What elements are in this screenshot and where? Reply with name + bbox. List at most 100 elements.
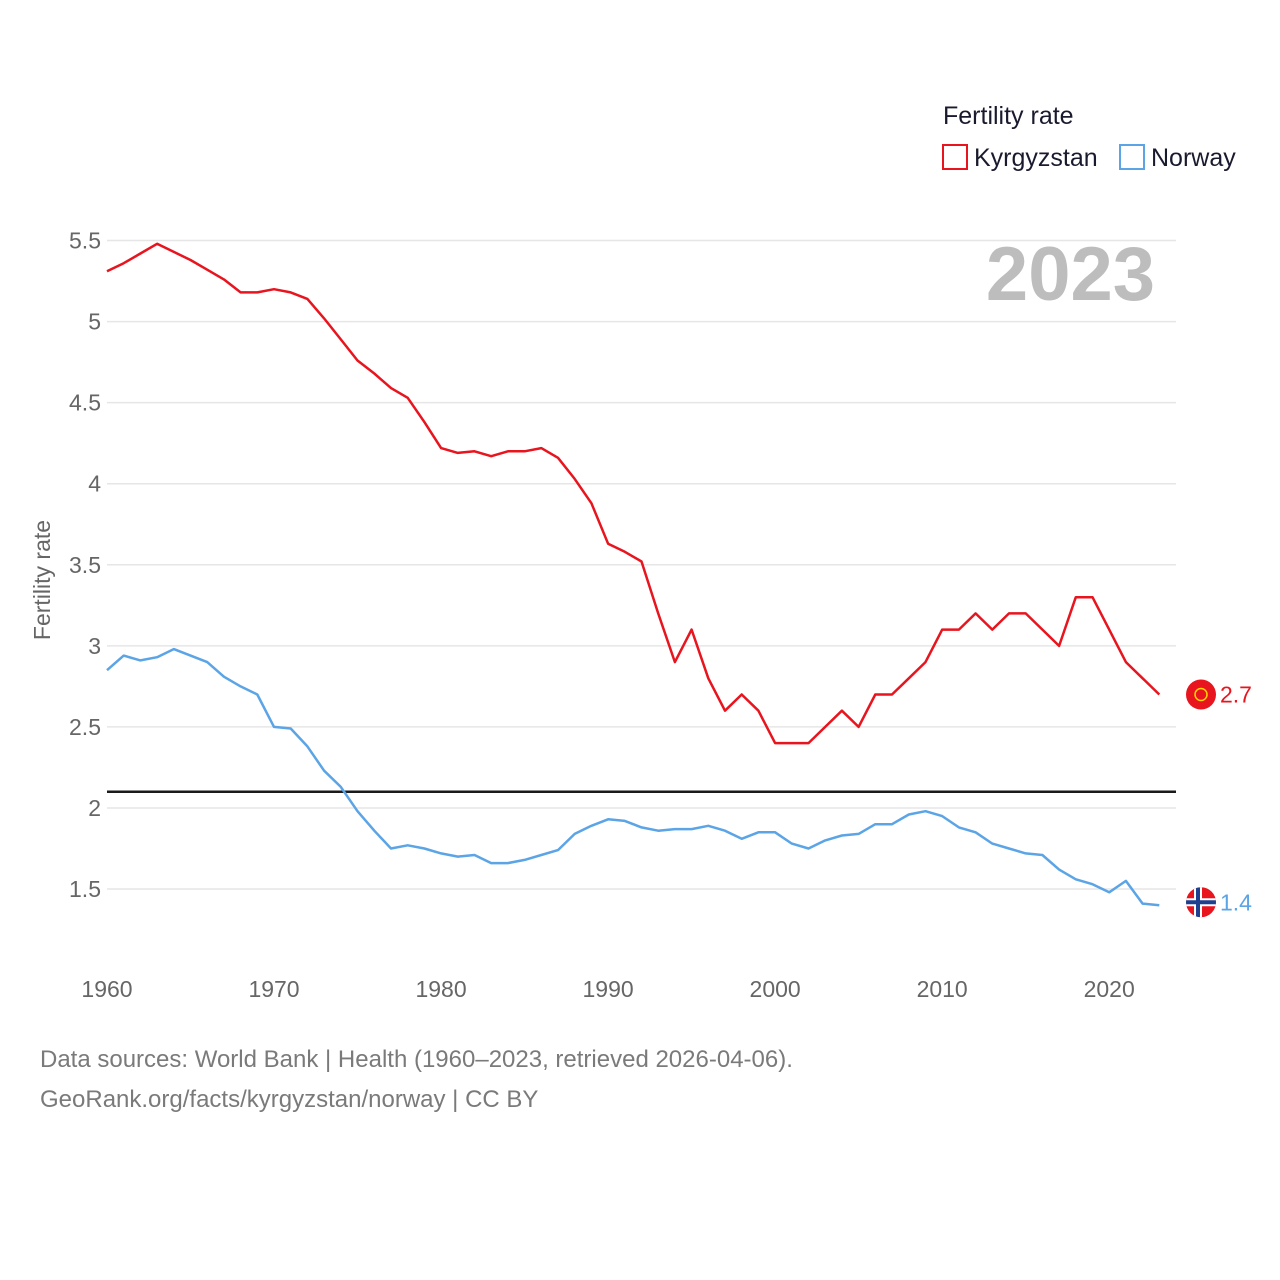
data-point-kyrgyzstan bbox=[739, 692, 744, 697]
data-point-norway bbox=[622, 818, 627, 823]
data-point-norway bbox=[572, 831, 577, 836]
attribution-link[interactable]: GeoRank.org/facts/kyrgyzstan/norway | CC… bbox=[40, 1086, 539, 1113]
data-point-norway bbox=[1123, 878, 1128, 883]
end-marker-norway: 1.4 bbox=[1186, 887, 1252, 918]
data-point-norway bbox=[706, 823, 711, 828]
data-point-kyrgyzstan bbox=[572, 476, 577, 481]
data-point-norway bbox=[1006, 846, 1011, 851]
x-tick-label: 1960 bbox=[81, 976, 132, 1002]
data-point-norway bbox=[689, 827, 694, 832]
data-point-norway bbox=[990, 841, 995, 846]
data-point-kyrgyzstan bbox=[539, 446, 544, 451]
data-point-norway bbox=[773, 830, 778, 835]
data-point-kyrgyzstan bbox=[923, 660, 928, 665]
data-point-kyrgyzstan bbox=[906, 676, 911, 681]
data-point-norway bbox=[756, 830, 761, 835]
data-point-norway bbox=[856, 831, 861, 836]
data-point-norway bbox=[121, 653, 126, 658]
x-tick-label: 2020 bbox=[1084, 976, 1135, 1002]
data-point-norway bbox=[188, 653, 193, 658]
y-tick-label: 4 bbox=[88, 471, 101, 497]
data-point-norway bbox=[639, 825, 644, 830]
data-point-norway bbox=[155, 655, 160, 660]
data-point-kyrgyzstan bbox=[656, 611, 661, 616]
end-marker-kyrgyzstan: 2.7 bbox=[1186, 679, 1252, 710]
data-point-norway bbox=[873, 822, 878, 827]
y-tick-label: 1.5 bbox=[69, 876, 101, 902]
source-footer: Data sources: World Bank | Health (1960–… bbox=[40, 1040, 793, 1120]
series-line-norway bbox=[106, 647, 1160, 907]
data-point-kyrgyzstan bbox=[138, 251, 143, 256]
data-point-kyrgyzstan bbox=[856, 724, 861, 729]
data-point-norway bbox=[489, 861, 494, 866]
data-point-norway bbox=[923, 809, 928, 814]
data-point-norway bbox=[1090, 882, 1095, 887]
legend-title: Fertility rate bbox=[943, 102, 1074, 130]
data-point-norway bbox=[338, 784, 343, 789]
data-point-norway bbox=[171, 647, 176, 652]
data-point-kyrgyzstan bbox=[973, 611, 978, 616]
data-point-kyrgyzstan bbox=[606, 541, 611, 546]
y-tick-label: 4.5 bbox=[69, 390, 101, 416]
data-point-norway bbox=[672, 827, 677, 832]
data-point-kyrgyzstan bbox=[789, 741, 794, 746]
data-point-kyrgyzstan bbox=[221, 277, 226, 282]
y-tick-label: 2 bbox=[88, 795, 101, 821]
data-point-kyrgyzstan bbox=[723, 708, 728, 713]
data-point-kyrgyzstan bbox=[773, 741, 778, 746]
data-point-kyrgyzstan bbox=[272, 287, 277, 292]
line-chart: Fertility rate Kyrgyzstan Norway 2023 Fe… bbox=[29, 102, 1252, 1002]
data-point-kyrgyzstan bbox=[171, 249, 176, 254]
data-point-kyrgyzstan bbox=[1090, 595, 1095, 600]
x-tick-label: 1990 bbox=[583, 976, 634, 1002]
data-point-norway bbox=[890, 822, 895, 827]
data-point-kyrgyzstan bbox=[355, 358, 360, 363]
y-tick-label: 5.5 bbox=[69, 228, 101, 254]
data-point-norway bbox=[505, 861, 510, 866]
data-point-norway bbox=[1023, 851, 1028, 856]
data-point-norway bbox=[272, 724, 277, 729]
data-point-norway bbox=[789, 841, 794, 846]
y-axis-ticks: 1.5 2 2.5 3 3.5 4 4.5 5 5.5 bbox=[69, 228, 101, 903]
data-point-norway bbox=[723, 828, 728, 833]
data-point-norway bbox=[221, 674, 226, 679]
x-tick-label: 2010 bbox=[917, 976, 968, 1002]
data-point-norway bbox=[255, 692, 260, 697]
data-point-kyrgyzstan bbox=[255, 290, 260, 295]
data-point-kyrgyzstan bbox=[238, 290, 243, 295]
data-point-norway bbox=[806, 846, 811, 851]
data-point-kyrgyzstan bbox=[706, 676, 711, 681]
data-point-norway bbox=[539, 852, 544, 857]
data-point-kyrgyzstan bbox=[555, 455, 560, 460]
data-point-kyrgyzstan bbox=[873, 692, 878, 697]
data-point-kyrgyzstan bbox=[1057, 643, 1062, 648]
data-point-norway bbox=[472, 852, 477, 857]
data-point-kyrgyzstan bbox=[1040, 627, 1045, 632]
kyrgyzstan-flag-sun-icon bbox=[1194, 687, 1208, 702]
data-point-norway bbox=[1157, 903, 1162, 908]
data-point-norway bbox=[322, 768, 327, 773]
data-point-kyrgyzstan bbox=[322, 316, 327, 321]
data-point-kyrgyzstan bbox=[956, 627, 961, 632]
data-point-norway bbox=[288, 726, 293, 731]
data-point-norway bbox=[205, 660, 210, 665]
data-point-norway bbox=[405, 843, 410, 848]
data-point-kyrgyzstan bbox=[455, 450, 460, 455]
data-point-kyrgyzstan bbox=[305, 296, 310, 301]
x-tick-label: 1980 bbox=[415, 976, 466, 1002]
data-point-norway bbox=[1107, 890, 1112, 895]
data-point-kyrgyzstan bbox=[1006, 611, 1011, 616]
series-line-kyrgyzstan bbox=[106, 242, 1161, 745]
x-axis-ticks: 1960 1970 1980 1990 2000 2010 2020 bbox=[81, 976, 1134, 1002]
data-point-norway bbox=[372, 828, 377, 833]
data-point-norway bbox=[422, 846, 427, 851]
data-point-kyrgyzstan bbox=[990, 627, 995, 632]
year-watermark: 2023 bbox=[986, 232, 1155, 317]
data-point-kyrgyzstan bbox=[439, 446, 444, 451]
data-point-norway bbox=[522, 857, 527, 862]
end-label-kyrgyzstan: 2.7 bbox=[1220, 681, 1252, 707]
y-axis-title: Fertility rate bbox=[29, 520, 55, 640]
source-line: Data sources: World Bank | Health (1960–… bbox=[40, 1046, 793, 1073]
x-tick-label: 2000 bbox=[750, 976, 801, 1002]
data-point-norway bbox=[1140, 901, 1145, 906]
